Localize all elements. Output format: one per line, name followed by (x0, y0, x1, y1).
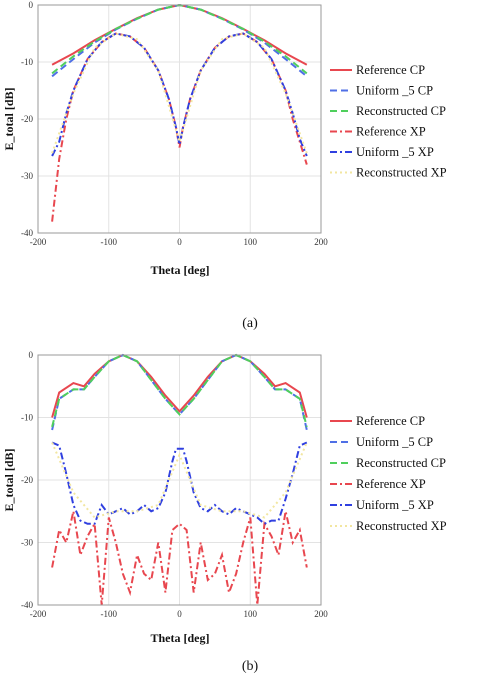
series-line (51, 353, 308, 428)
legend-label: Reconstructed XP (356, 166, 447, 180)
series-line (51, 32, 308, 222)
legend-label: Reconstructed XP (356, 519, 447, 533)
y-tick-label: -10 (21, 57, 33, 67)
series-line (51, 441, 308, 525)
x-tick-label: -100 (101, 237, 118, 247)
chart-a: -200 -100 0 100 200 0 -10 -20 -30 -40 E_total [dB… (2, 0, 447, 331)
chart-b-caption: (b) (242, 659, 259, 674)
series-line (51, 511, 308, 606)
x-tick-label: -200 (30, 237, 47, 247)
legend-label: Reference XP (356, 125, 426, 139)
legend-label: Reconstructed CP (356, 104, 446, 118)
x-tick-label: 0 (177, 609, 182, 619)
legend-label: Uniform _5 CP (356, 84, 433, 98)
x-tick-label: 200 (314, 237, 328, 247)
x-tick-label: 0 (177, 237, 182, 247)
y-tick-label: -30 (21, 538, 33, 548)
y-tick-label: -40 (21, 228, 33, 238)
legend-label: Reference XP (356, 477, 426, 491)
chart-a-grid (37, 4, 322, 234)
x-tick-label: 100 (244, 609, 258, 619)
chart-b-ticks: -200 -100 0 100 200 0 -10 -20 -30 -40 (21, 350, 328, 619)
legend-label: Uniform _5 CP (356, 435, 433, 449)
legend-label: Uniform _5 XP (356, 145, 434, 159)
chart-a-caption: (a) (242, 316, 258, 331)
chart-b: -200 -100 0 100 200 0 -10 -20 -30 -40 E_total [dB… (2, 350, 447, 674)
x-tick-label: -100 (101, 609, 118, 619)
chart-b-ylabel: E_total [dB] (2, 448, 16, 511)
y-tick-label: 0 (29, 350, 34, 360)
chart-a-legend: Reference CP Uniform _5 CP Reconstructed C… (330, 63, 447, 180)
chart-a-plot-frame (37, 4, 322, 234)
series-line (51, 442, 308, 519)
chart-a-xlabel: Theta [deg] (151, 263, 210, 277)
y-tick-label: -10 (21, 413, 33, 423)
chart-b-series (51, 353, 308, 606)
series-line (51, 32, 308, 157)
legend-label: Uniform _5 XP (356, 498, 434, 512)
y-tick-label: -30 (21, 171, 33, 181)
x-tick-label: 100 (244, 237, 258, 247)
y-tick-label: -20 (21, 475, 33, 485)
y-tick-label: -40 (21, 600, 33, 610)
chart-a-ylabel: E_total [dB] (2, 87, 16, 150)
legend-label: Reference CP (356, 63, 425, 77)
x-tick-label: 200 (314, 609, 328, 619)
y-tick-label: 0 (29, 0, 34, 10)
chart-b-grid (37, 354, 322, 606)
x-tick-label: -200 (30, 609, 47, 619)
series-line (51, 353, 308, 418)
chart-b-legend: Reference CP Uniform _5 CP Reconstructed C… (330, 414, 447, 533)
chart-a-ticks: -200 -100 0 100 200 0 -10 -20 -30 -40 (21, 0, 328, 247)
y-tick-label: -20 (21, 114, 33, 124)
chart-b-xlabel: Theta [deg] (151, 631, 210, 645)
legend-label: Reference CP (356, 414, 425, 428)
chart-b-plot-frame (37, 354, 322, 606)
legend-label: Reconstructed CP (356, 456, 446, 470)
